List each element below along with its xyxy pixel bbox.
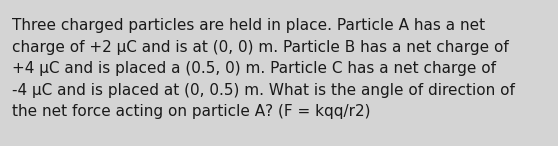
Text: Three charged particles are held in place. Particle A has a net
charge of +2 μC : Three charged particles are held in plac…	[12, 18, 515, 119]
